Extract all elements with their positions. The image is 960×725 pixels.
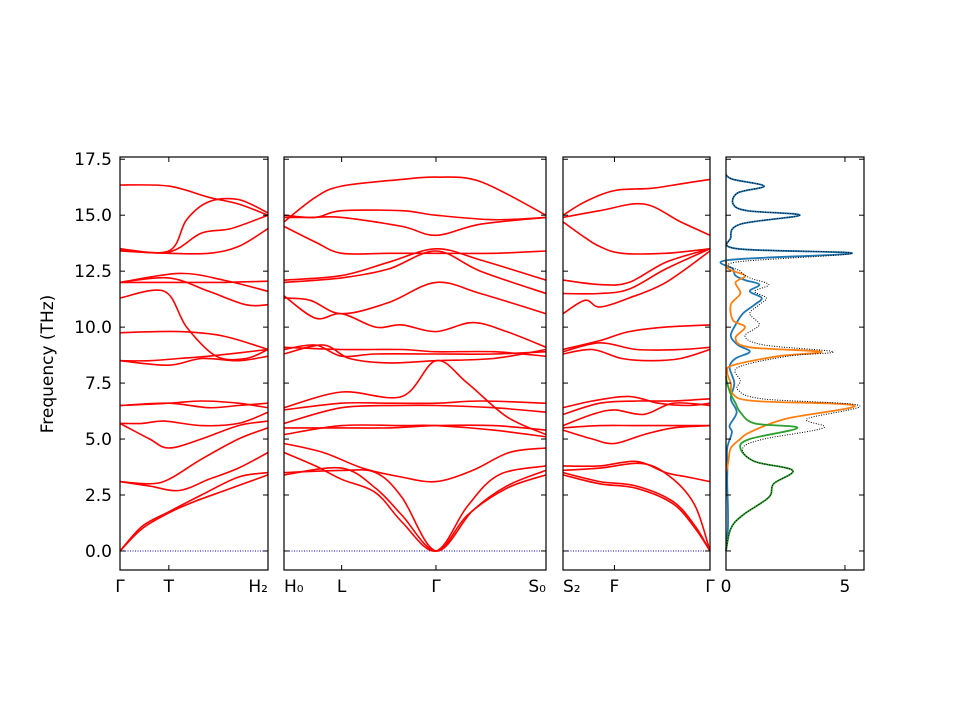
phonon-band (283, 359, 547, 436)
phonon-band (562, 202, 711, 237)
phonon-band (283, 404, 547, 425)
phonon-band (562, 460, 711, 483)
phonon-band (562, 221, 711, 255)
total-dos-line (725, 174, 861, 552)
phonon-band (562, 248, 711, 295)
phonon-band (119, 214, 269, 254)
phonon-band (119, 411, 269, 427)
y-tick-label: 5.0 (85, 430, 112, 450)
phonon-band (119, 197, 269, 254)
phonon-band (562, 424, 711, 445)
phonon-band (283, 295, 547, 349)
phonon-band (283, 442, 547, 483)
y-axis-label: Frequency (THz) (38, 295, 58, 434)
phonon-band (119, 355, 269, 367)
phonon-band (562, 324, 711, 351)
phonon-band (119, 227, 269, 255)
phonon-band (283, 209, 547, 221)
phonon-band (119, 474, 269, 552)
phonon-band (283, 466, 547, 552)
phonon-band (562, 248, 711, 286)
phonon-band (119, 400, 269, 409)
projected-dos-series-3 (725, 376, 799, 552)
band-panel-2: H₀ L Γ S₀ (283, 156, 547, 597)
phonon-band (119, 427, 269, 485)
phonon-band (119, 289, 269, 361)
x-tick-label: T (163, 577, 175, 597)
phonon-band (283, 346, 547, 357)
y-tick-label: 12.5 (74, 262, 112, 282)
phonon-band (283, 281, 547, 315)
phonon-band (283, 469, 547, 552)
phonon-band (119, 184, 269, 216)
phonon-band (119, 451, 269, 492)
phonon-band (562, 402, 711, 427)
phonon-band (283, 400, 547, 411)
phonon-band (562, 395, 711, 409)
band-panel-3: S₂ F Γ (562, 156, 715, 597)
panel-frame (562, 156, 711, 571)
phonon-band (562, 250, 711, 315)
phonon-band (283, 176, 547, 223)
x-tick-label: H₀ (284, 577, 304, 597)
x-tick-label: S₀ (528, 577, 546, 597)
phonon-band (562, 348, 711, 362)
phonon-band (283, 344, 547, 358)
panel-frame (283, 156, 547, 571)
x-tick-label: Γ (705, 577, 715, 597)
phonon-band (120, 280, 269, 284)
band-panel-1: 0.0 2.5 5.0 7.5 10.0 12.5 15.0 17.5 Γ T H₂ (74, 150, 269, 597)
phonon-band (283, 451, 547, 552)
dos-x-tick-label: 5 (840, 577, 851, 597)
phonon-band (283, 225, 547, 255)
x-tick-label: H₂ (248, 577, 268, 597)
dos-frame (725, 156, 865, 571)
x-tick-label: S₂ (563, 577, 581, 597)
phonon-band (119, 420, 269, 449)
y-tick-label: 17.5 (74, 150, 112, 170)
phonon-band (119, 330, 269, 351)
x-tick-label: L (337, 577, 347, 597)
phonon-band (562, 474, 711, 552)
phonon-band (284, 424, 547, 431)
phonon-band (562, 178, 711, 216)
y-tick-label: 2.5 (85, 486, 112, 506)
dos-x-tick-label: 0 (721, 577, 732, 597)
y-tick-label: 7.5 (85, 374, 112, 394)
projected-dos-series-1 (719, 174, 854, 552)
phonon-band (283, 344, 547, 364)
phonon-band (119, 471, 269, 552)
x-tick-label: Γ (431, 577, 441, 597)
phonon-band (119, 272, 269, 293)
phonon-band (562, 398, 711, 416)
y-tick-label: 15.0 (74, 206, 112, 226)
projected-dos-series-2 (725, 259, 856, 473)
band-panels: 0.0 2.5 5.0 7.5 10.0 12.5 15.0 17.5 Γ T H₂ H₀ L Γ S₀ S₂… (74, 150, 715, 597)
phonon-band (283, 424, 547, 438)
y-tick-label: 0.0 (85, 542, 112, 562)
phonon-band (283, 250, 547, 295)
phonon-band (119, 348, 269, 362)
phonon-band (119, 276, 269, 307)
phonon-band (562, 341, 711, 353)
phonon-band (562, 471, 711, 552)
y-tick-label: 10.0 (74, 318, 112, 338)
x-tick-label: Γ (115, 577, 125, 597)
phonon-band (562, 424, 710, 429)
panel-frame (119, 156, 269, 571)
x-tick-label: F (610, 577, 620, 597)
